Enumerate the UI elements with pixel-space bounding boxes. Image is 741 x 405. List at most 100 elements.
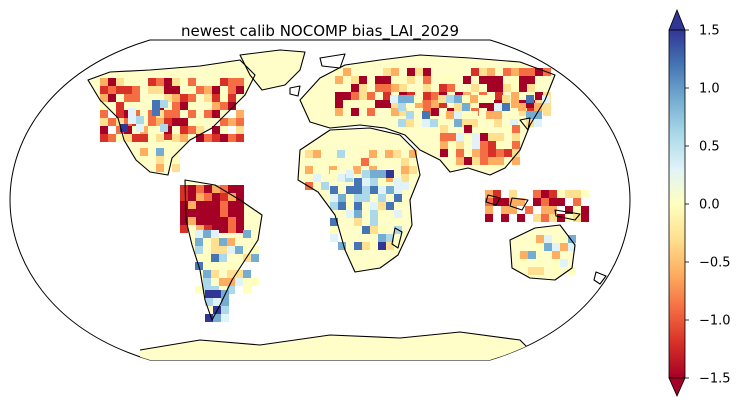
bias-cell bbox=[447, 84, 455, 92]
bias-cell bbox=[370, 178, 378, 186]
bias-cell bbox=[204, 134, 212, 142]
bias-cell bbox=[439, 76, 447, 84]
bias-cell bbox=[335, 100, 343, 108]
map-content bbox=[87, 49, 607, 360]
bias-cell bbox=[351, 108, 359, 116]
bias-cell bbox=[456, 157, 464, 165]
bias-cell bbox=[140, 148, 148, 156]
bias-cell bbox=[362, 170, 370, 178]
bias-cell bbox=[235, 246, 243, 254]
bias-cell bbox=[383, 76, 391, 84]
bias-cell bbox=[354, 218, 362, 226]
bias-cell bbox=[354, 242, 362, 250]
bias-cell bbox=[180, 209, 188, 217]
bias-cell bbox=[488, 133, 496, 141]
bias-cell bbox=[519, 108, 527, 116]
bias-cell bbox=[212, 201, 220, 209]
bias-cell bbox=[196, 193, 204, 201]
bias-cell bbox=[205, 314, 213, 322]
bias-cell bbox=[496, 141, 504, 149]
bias-cell bbox=[581, 206, 589, 214]
bias-cell bbox=[220, 209, 228, 217]
bias-cell bbox=[227, 270, 235, 278]
bias-cell bbox=[552, 267, 560, 275]
bias-cell bbox=[407, 68, 415, 76]
colorbar-tick-label: 1.0 bbox=[699, 82, 720, 97]
bias-cell bbox=[398, 103, 406, 111]
bias-cell bbox=[430, 119, 438, 127]
bias-cell bbox=[542, 103, 550, 111]
bias-cell bbox=[180, 118, 188, 126]
bias-cell bbox=[164, 78, 172, 86]
bias-cell bbox=[196, 201, 204, 209]
bias-cell bbox=[236, 225, 244, 233]
bias-cell bbox=[536, 235, 544, 243]
bias-cell bbox=[565, 206, 573, 214]
bias-cell bbox=[204, 110, 212, 118]
bias-cell bbox=[536, 259, 544, 267]
bias-cell bbox=[172, 86, 180, 94]
bias-cell bbox=[243, 270, 251, 278]
bias-cell bbox=[100, 110, 108, 118]
bias-cell bbox=[398, 119, 406, 127]
bias-cell bbox=[362, 178, 370, 186]
bias-cell bbox=[160, 124, 168, 132]
bias-cell bbox=[485, 190, 493, 198]
bias-cell bbox=[370, 226, 378, 234]
bias-cell bbox=[362, 186, 370, 194]
bias-cell bbox=[338, 202, 346, 210]
bias-cell bbox=[543, 108, 551, 116]
bias-cell bbox=[100, 134, 108, 142]
bias-cell bbox=[448, 141, 456, 149]
bias-cell bbox=[205, 298, 213, 306]
bias-cell bbox=[535, 68, 543, 76]
bias-cell bbox=[391, 68, 399, 76]
bias-cell bbox=[378, 242, 386, 250]
bias-cell bbox=[423, 76, 431, 84]
bias-cell bbox=[528, 267, 536, 275]
bias-cell bbox=[205, 290, 213, 298]
bias-cell bbox=[335, 76, 343, 84]
bias-cell bbox=[375, 84, 383, 92]
bias-cell bbox=[378, 178, 386, 186]
bias-cell bbox=[440, 125, 448, 133]
bias-cell bbox=[359, 100, 367, 108]
bias-cell bbox=[493, 198, 501, 206]
bias-cell bbox=[552, 259, 560, 267]
bias-cell bbox=[321, 182, 329, 190]
bias-cell bbox=[211, 238, 219, 246]
bias-cell bbox=[533, 214, 541, 222]
bias-cell bbox=[541, 206, 549, 214]
bias-cell bbox=[512, 149, 520, 157]
bias-cell bbox=[362, 242, 370, 250]
bias-cell bbox=[479, 100, 487, 108]
bias-cell bbox=[330, 170, 338, 178]
bias-cell bbox=[235, 270, 243, 278]
bias-cell bbox=[221, 306, 229, 314]
bias-cell bbox=[480, 141, 488, 149]
bias-cell bbox=[568, 243, 576, 251]
bias-cell bbox=[116, 102, 124, 110]
bias-cell bbox=[386, 202, 394, 210]
bias-cell bbox=[100, 94, 108, 102]
bias-cell bbox=[108, 86, 116, 94]
bias-cell bbox=[370, 202, 378, 210]
bias-cell bbox=[409, 166, 417, 174]
bias-cell bbox=[431, 100, 439, 108]
bias-cell bbox=[335, 108, 343, 116]
bias-cell bbox=[527, 84, 535, 92]
bias-cell bbox=[456, 141, 464, 149]
bias-cell bbox=[361, 158, 369, 166]
bias-cell bbox=[519, 68, 527, 76]
bias-cell bbox=[330, 218, 338, 226]
bias-cell bbox=[512, 157, 520, 165]
bias-cell bbox=[188, 185, 196, 193]
bias-cell bbox=[495, 76, 503, 84]
bias-cell bbox=[557, 214, 565, 222]
map-title: newest calib NOCOMP bias_LAI_2029 bbox=[181, 22, 459, 41]
bias-cell bbox=[243, 254, 251, 262]
bias-cell bbox=[188, 110, 196, 118]
bias-cell bbox=[330, 202, 338, 210]
bias-cell bbox=[236, 126, 244, 134]
bias-cell bbox=[501, 214, 509, 222]
